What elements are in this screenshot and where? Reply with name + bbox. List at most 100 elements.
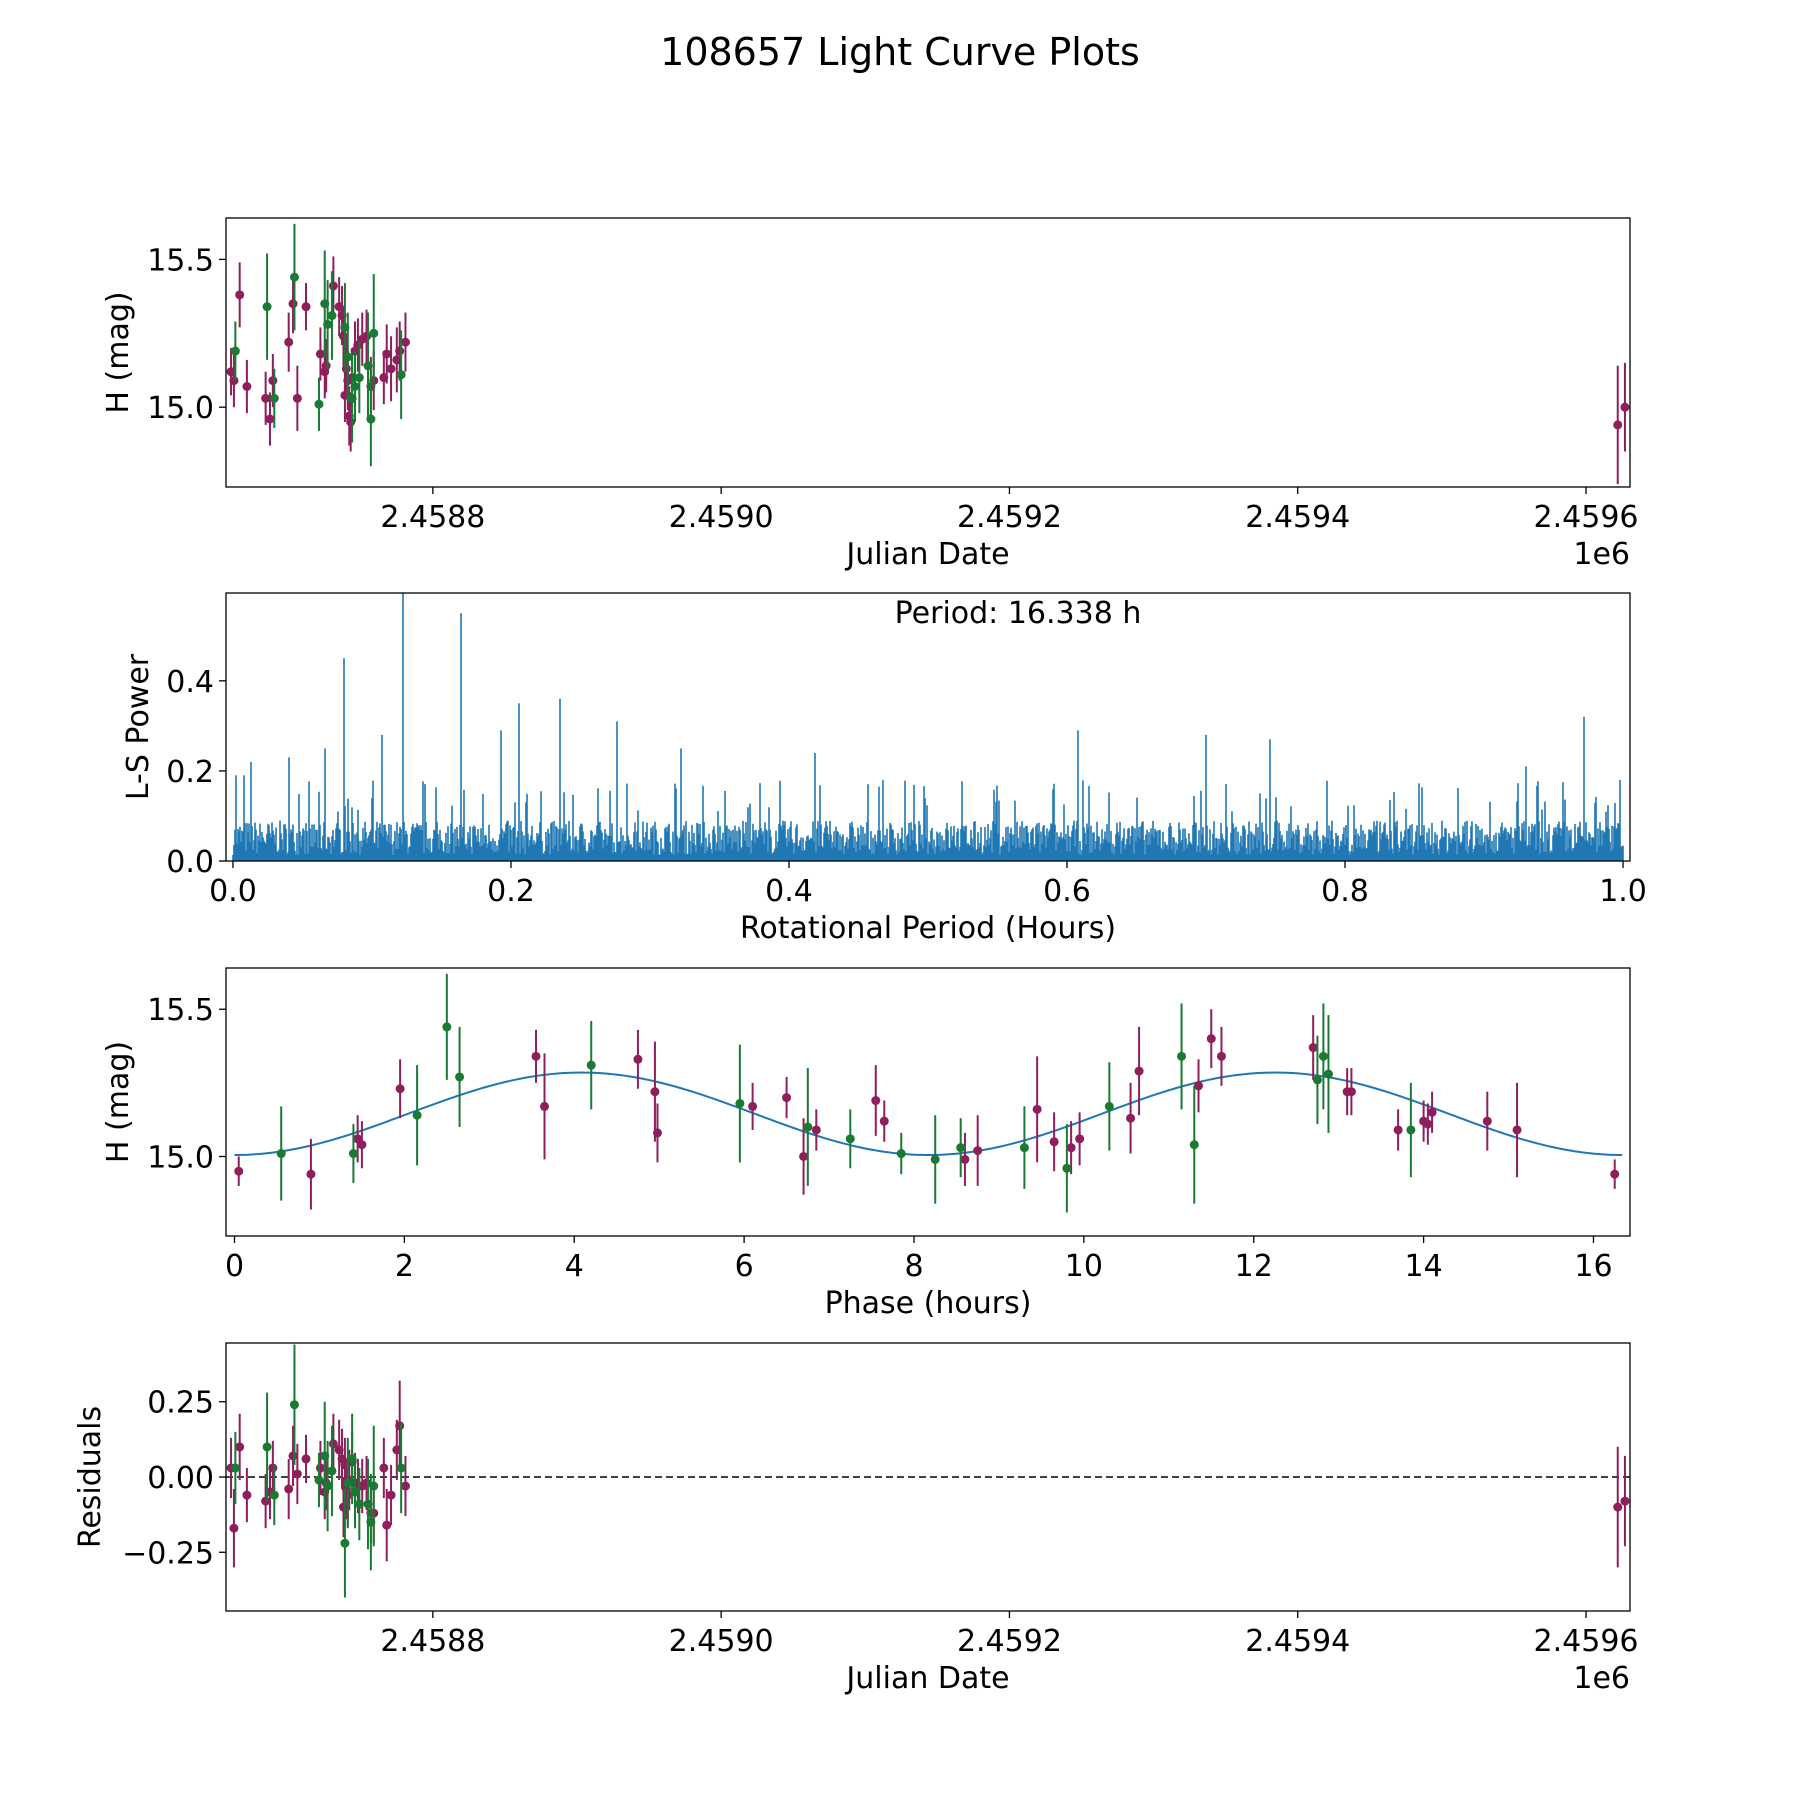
data-point-g: [956, 1143, 966, 1153]
data-point-r: [315, 349, 325, 359]
x-tick-label: 2.4592: [957, 500, 1062, 535]
data-point-r: [1482, 1116, 1492, 1126]
figure-title: 108657 Light Curve Plots: [660, 30, 1140, 74]
lightcurve-axes: 2.4588 2.4590 2.4592 2.4594 2.4596 15.0 15.5 Ju…: [101, 217, 1639, 572]
data-point-g: [314, 399, 324, 409]
y-tick-label: 0.0: [166, 845, 214, 880]
data-point-r: [261, 393, 271, 403]
data-point-r: [531, 1051, 541, 1061]
x-tick-label: 2.4590: [669, 1624, 774, 1659]
data-point-g: [1323, 1069, 1333, 1079]
data-point-g: [369, 328, 379, 338]
data-point-r: [235, 1442, 245, 1452]
x-tick-label: 0.8: [1321, 874, 1369, 909]
data-point-r: [1134, 1066, 1144, 1076]
data-point-g: [354, 373, 364, 383]
data-point-g: [735, 1098, 745, 1108]
x-tick-label: 12: [1235, 1249, 1273, 1284]
data-point-r: [288, 1451, 298, 1461]
data-point-r: [357, 1140, 367, 1150]
x-tick-label: 0.2: [487, 874, 535, 909]
data-point-g: [1189, 1140, 1199, 1150]
data-point-r: [1216, 1051, 1226, 1061]
data-point-g: [1177, 1051, 1187, 1061]
data-point-r: [1032, 1104, 1042, 1114]
y-tick-label: 15.0: [147, 391, 214, 426]
data-point-r: [1126, 1113, 1136, 1123]
y-tick-label: 0.4: [166, 665, 214, 700]
data-point-r: [288, 299, 298, 309]
x-tick-label: 2.4588: [380, 1624, 485, 1659]
y-tick-label: −0.25: [122, 1536, 214, 1571]
data-point-r: [229, 1523, 239, 1533]
data-point-r: [268, 376, 278, 386]
data-point-r: [400, 1481, 410, 1491]
data-point-g: [314, 1475, 324, 1485]
data-point-r: [1049, 1137, 1059, 1147]
x-tick-label: 16: [1574, 1249, 1612, 1284]
data-point-g: [262, 1442, 272, 1452]
x-tick-label: 0.0: [209, 874, 257, 909]
data-point-g: [363, 361, 373, 371]
data-point-r: [382, 349, 392, 359]
data-point-g: [323, 319, 333, 329]
y-tick-label: 0.25: [147, 1386, 214, 1421]
data-point-r: [261, 1496, 271, 1506]
data-point-r: [540, 1101, 550, 1111]
x-offset-label: 1e6: [1573, 1661, 1630, 1696]
data-point-g: [803, 1122, 813, 1132]
data-point-r: [1075, 1134, 1085, 1144]
x-tick-label: 2.4594: [1245, 500, 1350, 535]
residuals-plot-area: [226, 1344, 1630, 1598]
data-point-r: [315, 1463, 325, 1473]
data-point-r: [1066, 1143, 1076, 1153]
periodogram-line: [232, 593, 1624, 861]
data-point-g: [412, 1110, 422, 1120]
data-point-r: [650, 1087, 660, 1097]
y-tick-label: 15.0: [147, 1140, 214, 1175]
x-tick-label: 6: [735, 1249, 754, 1284]
x-axis-label: Julian Date: [844, 1661, 1009, 1696]
data-point-r: [799, 1151, 809, 1161]
data-point-r: [265, 414, 275, 424]
data-point-g: [366, 414, 376, 424]
data-point-g: [269, 1490, 279, 1500]
data-point-r: [341, 364, 351, 374]
x-tick-label: 2.4594: [1245, 1624, 1350, 1659]
x-tick-label: 2.4596: [1534, 1624, 1639, 1659]
data-point-g: [455, 1072, 465, 1082]
data-point-r: [382, 1520, 392, 1530]
data-point-r: [395, 346, 405, 356]
periodogram-plot-area: [232, 593, 1624, 861]
x-tick-label: 1.0: [1599, 874, 1647, 909]
data-point-g: [1019, 1143, 1029, 1153]
data-point-g: [930, 1154, 940, 1164]
phased-axes: 0 2 4 6 8 10 12 14 16 15.0 15.5 Phase (hours) H (mag…: [101, 967, 1631, 1321]
data-point-r: [1308, 1043, 1318, 1053]
data-point-g: [289, 272, 299, 282]
y-tick-label: 15.5: [147, 993, 214, 1028]
data-point-r: [306, 1169, 316, 1179]
data-point-g: [350, 381, 360, 391]
x-axis-label: Rotational Period (Hours): [740, 911, 1116, 946]
data-point-g: [230, 346, 240, 356]
residuals-axes: 2.4588 2.4590 2.4592 2.4594 2.4596 −0.25 0.00 0…: [73, 1342, 1639, 1696]
data-point-r: [321, 361, 331, 371]
x-tick-label: 4: [565, 1249, 584, 1284]
data-point-r: [1194, 1081, 1204, 1091]
data-point-r: [242, 381, 252, 391]
data-point-r: [229, 376, 239, 386]
data-point-g: [586, 1060, 596, 1070]
data-point-r: [328, 281, 338, 291]
data-point-r: [284, 337, 294, 347]
data-point-g: [396, 1463, 406, 1473]
data-point-g: [327, 311, 337, 321]
data-point-r: [395, 1084, 405, 1094]
data-point-r: [234, 1166, 244, 1176]
data-point-g: [1104, 1101, 1114, 1111]
data-point-r: [284, 1484, 294, 1494]
data-point-r: [301, 1454, 311, 1464]
periodogram-axes: Period: 16.338 h 0.0 0.2 0.4 0.6 0.8 1.0 0.0 0.2…: [121, 592, 1647, 946]
data-point-r: [1613, 420, 1623, 430]
data-point-g: [369, 1481, 379, 1491]
